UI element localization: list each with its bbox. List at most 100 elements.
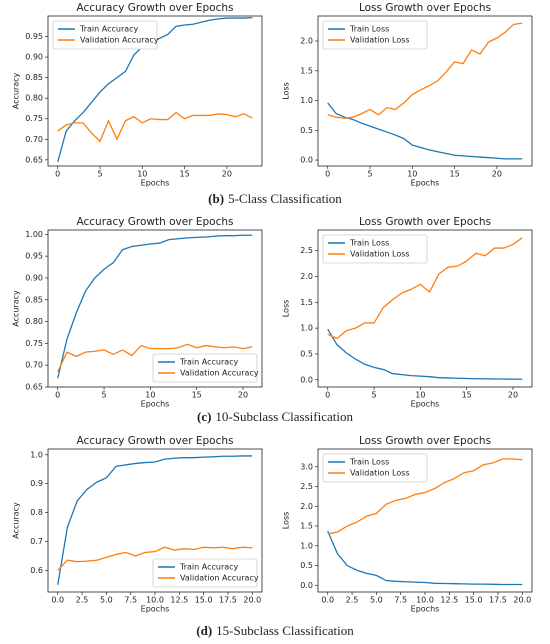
series-line bbox=[57, 111, 253, 143]
x-tick-label: 0.0 bbox=[51, 596, 64, 605]
x-tick-label: 10 bbox=[415, 391, 425, 400]
y-tick-label: 0.95 bbox=[25, 32, 43, 41]
caption-label: (c) bbox=[197, 409, 211, 424]
y-tick-label: 0.0 bbox=[300, 375, 313, 384]
y-axis-label: Loss bbox=[282, 300, 291, 318]
chart: Accuracy Growth over Epochs 0.65 0.70 0.75 0… bbox=[12, 2, 263, 188]
x-tick-label: 2.5 bbox=[346, 596, 359, 605]
caption-text: 15-Subclass Classification bbox=[216, 623, 354, 638]
y-tick-label: 0.6 bbox=[30, 566, 43, 575]
y-tick-label: 2.0 bbox=[300, 37, 313, 46]
legend-box bbox=[322, 20, 428, 50]
y-tick-label: 1.5 bbox=[300, 298, 313, 307]
x-tick-label: 15 bbox=[192, 391, 202, 400]
legend: Train Loss Validation Loss bbox=[322, 20, 428, 50]
x-axis-label: Epochs bbox=[141, 605, 170, 614]
plot-frame bbox=[317, 448, 533, 593]
legend-label: Train Loss bbox=[349, 25, 389, 34]
x-tick-label: 17.5 bbox=[489, 596, 507, 605]
legend-label: Train Accuracy bbox=[179, 563, 239, 572]
y-tick-label: 0.5 bbox=[300, 126, 313, 135]
y-tick-label: 0.65 bbox=[25, 155, 43, 164]
x-tick-label: 7.5 bbox=[124, 596, 137, 605]
chart: Loss Growth over Epochs 0.0 0.5 1.0 1.5 2.0 0 5… bbox=[282, 2, 533, 188]
x-tick-label: 20 bbox=[238, 391, 248, 400]
y-tick-label: 1.5 bbox=[300, 66, 313, 75]
chart-title: Loss Growth over Epochs bbox=[359, 216, 491, 228]
legend-label: Validation Accuracy bbox=[80, 36, 159, 45]
chart-title: Accuracy Growth over Epochs bbox=[77, 435, 234, 447]
x-tick-label: 20.0 bbox=[513, 596, 531, 605]
x-tick-label: 0.0 bbox=[321, 596, 334, 605]
series-line bbox=[327, 22, 523, 120]
y-axis-label: Loss bbox=[282, 512, 291, 530]
chart: Accuracy Growth over Epochs 0.6 0.7 0.8 0.9 1… bbox=[12, 435, 263, 614]
x-tick-label: 15.0 bbox=[465, 596, 483, 605]
series-line bbox=[57, 546, 253, 571]
x-axis-label: Epochs bbox=[411, 179, 440, 188]
plot-frame bbox=[47, 15, 263, 167]
series-line bbox=[327, 237, 523, 340]
legend-label: Train Loss bbox=[349, 239, 389, 248]
y-axis-label: Loss bbox=[282, 82, 291, 100]
x-tick-label: 10 bbox=[137, 170, 147, 179]
legend: Train Accuracy Validation Accuracy bbox=[152, 558, 259, 588]
series-line bbox=[327, 102, 523, 160]
legend-box bbox=[152, 353, 258, 383]
caption-label: (d) bbox=[196, 623, 212, 638]
chart: Loss Growth over Epochs 0.0 0.5 1.0 1.5 2.0 2.… bbox=[282, 216, 533, 409]
x-tick-label: 12.5 bbox=[440, 596, 458, 605]
series-line bbox=[57, 343, 253, 373]
y-tick-label: 1.0 bbox=[300, 324, 313, 333]
x-tick-label: 2.5 bbox=[76, 596, 89, 605]
y-tick-label: 0.5 bbox=[300, 349, 313, 358]
x-tick-label: 20 bbox=[492, 170, 502, 179]
series-line bbox=[327, 530, 523, 586]
caption: (d) 15-Subclass Classification bbox=[196, 623, 354, 638]
chart-title: Accuracy Growth over Epochs bbox=[77, 216, 234, 228]
x-tick-label: 15 bbox=[462, 391, 472, 400]
plot-frame bbox=[317, 15, 533, 167]
y-tick-label: 0.80 bbox=[25, 317, 43, 326]
y-axis-label: Accuracy bbox=[12, 72, 21, 109]
x-tick-label: 0 bbox=[55, 170, 60, 179]
y-tick-label: 0.0 bbox=[300, 581, 313, 590]
caption-text: 10-Subclass Classification bbox=[215, 409, 353, 424]
y-tick-label: 2.5 bbox=[300, 246, 313, 255]
legend-box bbox=[152, 558, 258, 588]
y-tick-label: 3.0 bbox=[300, 462, 313, 471]
x-tick-label: 5 bbox=[372, 391, 377, 400]
legend: Train Accuracy Validation Accuracy bbox=[52, 20, 159, 50]
legend-box bbox=[322, 234, 428, 264]
x-tick-label: 0 bbox=[325, 170, 330, 179]
caption-text: 5-Class Classification bbox=[228, 191, 342, 206]
plot-frame bbox=[47, 229, 263, 388]
y-tick-label: 0.85 bbox=[25, 295, 43, 304]
y-tick-label: 0.70 bbox=[25, 361, 43, 370]
legend-label: Train Accuracy bbox=[79, 25, 139, 34]
y-tick-label: 2.0 bbox=[300, 272, 313, 281]
y-tick-label: 0.80 bbox=[25, 94, 43, 103]
y-axis-label: Accuracy bbox=[12, 502, 21, 539]
x-tick-label: 0 bbox=[325, 391, 330, 400]
legend-label: Validation Loss bbox=[350, 250, 410, 259]
x-tick-label: 10.0 bbox=[146, 596, 164, 605]
y-tick-label: 1.0 bbox=[300, 96, 313, 105]
x-tick-label: 15 bbox=[180, 170, 190, 179]
legend: Train Loss Validation Loss bbox=[322, 453, 428, 483]
series-line bbox=[57, 455, 253, 585]
legend-label: Train Loss bbox=[349, 458, 389, 467]
y-tick-label: 2.5 bbox=[300, 482, 313, 491]
x-tick-label: 7.5 bbox=[394, 596, 407, 605]
x-tick-label: 5.0 bbox=[370, 596, 383, 605]
legend-label: Train Accuracy bbox=[179, 358, 239, 367]
y-tick-label: 0.9 bbox=[30, 479, 43, 488]
chart-title: Accuracy Growth over Epochs bbox=[77, 2, 234, 14]
caption: (c) 10-Subclass Classification bbox=[197, 409, 354, 424]
y-tick-label: 1.0 bbox=[300, 541, 313, 550]
x-tick-label: 15.0 bbox=[195, 596, 213, 605]
legend-label: Validation Loss bbox=[350, 36, 410, 45]
series-line bbox=[327, 328, 523, 380]
y-tick-label: 0.65 bbox=[25, 383, 43, 392]
